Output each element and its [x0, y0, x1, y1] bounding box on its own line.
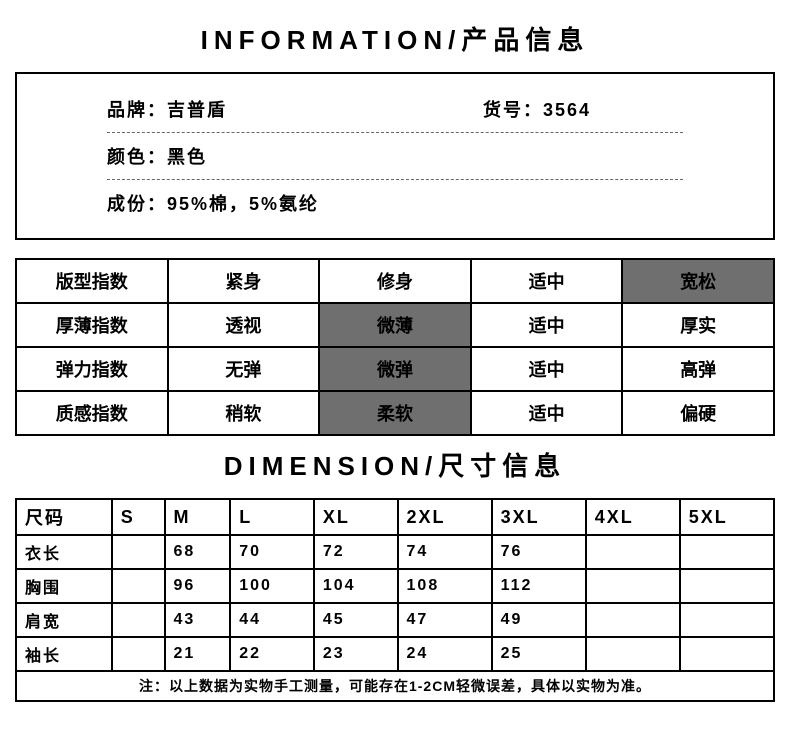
index-cell: 微薄 [319, 303, 471, 347]
brand-value: 吉普盾 [167, 100, 227, 120]
size-note: 注：以上数据为实物手工测量，可能存在1-2CM轻微误差，具体以实物为准。 [16, 671, 774, 701]
size-cell: 22 [230, 637, 314, 671]
material-label: 成份： [107, 194, 167, 214]
size-cell: 25 [492, 637, 586, 671]
index-cell: 偏硬 [622, 391, 774, 435]
size-cell: 45 [314, 603, 398, 637]
size-cell: 68 [165, 535, 231, 569]
size-cell [112, 637, 165, 671]
sku-label: 货号： [483, 100, 543, 120]
index-cell: 微弹 [319, 347, 471, 391]
info-row-material: 成份：95%棉，5%氨纶 [107, 180, 683, 226]
size-cell: 76 [492, 535, 586, 569]
info-row-brand: 品牌：吉普盾 货号：3564 [107, 86, 683, 133]
size-row-label: 肩宽 [16, 603, 112, 637]
index-cell: 适中 [471, 347, 623, 391]
dimension-section-title: DIMENSION/尺寸信息 [15, 446, 775, 483]
index-row-label: 版型指数 [16, 259, 168, 303]
index-cell: 修身 [319, 259, 471, 303]
size-cell: 43 [165, 603, 231, 637]
size-header-cell: XL [314, 499, 398, 535]
size-cell: 72 [314, 535, 398, 569]
size-cell [586, 603, 680, 637]
index-cell: 宽松 [622, 259, 774, 303]
size-header-cell: L [230, 499, 314, 535]
size-cell [680, 535, 774, 569]
size-cell: 47 [398, 603, 492, 637]
size-cell: 70 [230, 535, 314, 569]
color-label: 颜色： [107, 147, 167, 167]
size-cell [112, 603, 165, 637]
size-cell: 49 [492, 603, 586, 637]
index-cell: 适中 [471, 391, 623, 435]
size-row: 衣长 6870727476 [16, 535, 774, 569]
size-cell: 112 [492, 569, 586, 603]
size-cell [112, 569, 165, 603]
index-cell: 适中 [471, 259, 623, 303]
brand-label: 品牌： [107, 100, 167, 120]
size-cell [586, 569, 680, 603]
size-row: 胸围 96100104108112 [16, 569, 774, 603]
size-cell [680, 603, 774, 637]
index-cell: 无弹 [168, 347, 320, 391]
size-header-cell: M [165, 499, 231, 535]
index-cell: 柔软 [319, 391, 471, 435]
index-row: 版型指数紧身修身适中宽松 [16, 259, 774, 303]
size-cell: 100 [230, 569, 314, 603]
size-row: 肩宽 4344454749 [16, 603, 774, 637]
index-cell: 高弹 [622, 347, 774, 391]
info-section-title: INFORMATION/产品信息 [15, 20, 775, 57]
color-value: 黑色 [167, 147, 207, 167]
index-table: 版型指数紧身修身适中宽松厚薄指数透视微薄适中厚实弹力指数无弹微弹适中高弹质感指数… [15, 258, 775, 436]
size-cell [680, 569, 774, 603]
size-cell: 44 [230, 603, 314, 637]
size-header-cell: S [112, 499, 165, 535]
index-row-label: 厚薄指数 [16, 303, 168, 347]
size-note-row: 注：以上数据为实物手工测量，可能存在1-2CM轻微误差，具体以实物为准。 [16, 671, 774, 701]
size-row-label: 衣长 [16, 535, 112, 569]
size-header-cell: 2XL [398, 499, 492, 535]
material-value: 95%棉，5%氨纶 [167, 194, 319, 214]
size-table: 尺码SMLXL2XL3XL4XL5XL 衣长6870727476胸围961001… [15, 498, 775, 702]
size-cell: 24 [398, 637, 492, 671]
size-cell [112, 535, 165, 569]
size-cell: 108 [398, 569, 492, 603]
index-cell: 紧身 [168, 259, 320, 303]
size-cell: 96 [165, 569, 231, 603]
size-cell [680, 637, 774, 671]
size-cell: 104 [314, 569, 398, 603]
product-info-box: 品牌：吉普盾 货号：3564 颜色：黑色 成份：95%棉，5%氨纶 [15, 72, 775, 240]
index-cell: 透视 [168, 303, 320, 347]
size-header-cell: 尺码 [16, 499, 112, 535]
size-header-cell: 4XL [586, 499, 680, 535]
info-row-color: 颜色：黑色 [107, 133, 683, 180]
index-row-label: 弹力指数 [16, 347, 168, 391]
size-header-cell: 5XL [680, 499, 774, 535]
index-cell: 稍软 [168, 391, 320, 435]
size-header-cell: 3XL [492, 499, 586, 535]
size-row: 袖长 2122232425 [16, 637, 774, 671]
index-cell: 厚实 [622, 303, 774, 347]
size-cell [586, 637, 680, 671]
sku-value: 3564 [543, 100, 591, 120]
index-row: 质感指数稍软柔软适中偏硬 [16, 391, 774, 435]
size-row-label: 袖长 [16, 637, 112, 671]
size-row-label: 胸围 [16, 569, 112, 603]
size-cell: 21 [165, 637, 231, 671]
size-cell: 74 [398, 535, 492, 569]
index-cell: 适中 [471, 303, 623, 347]
size-cell: 23 [314, 637, 398, 671]
index-row: 厚薄指数透视微薄适中厚实 [16, 303, 774, 347]
size-cell [586, 535, 680, 569]
index-row-label: 质感指数 [16, 391, 168, 435]
index-row: 弹力指数无弹微弹适中高弹 [16, 347, 774, 391]
